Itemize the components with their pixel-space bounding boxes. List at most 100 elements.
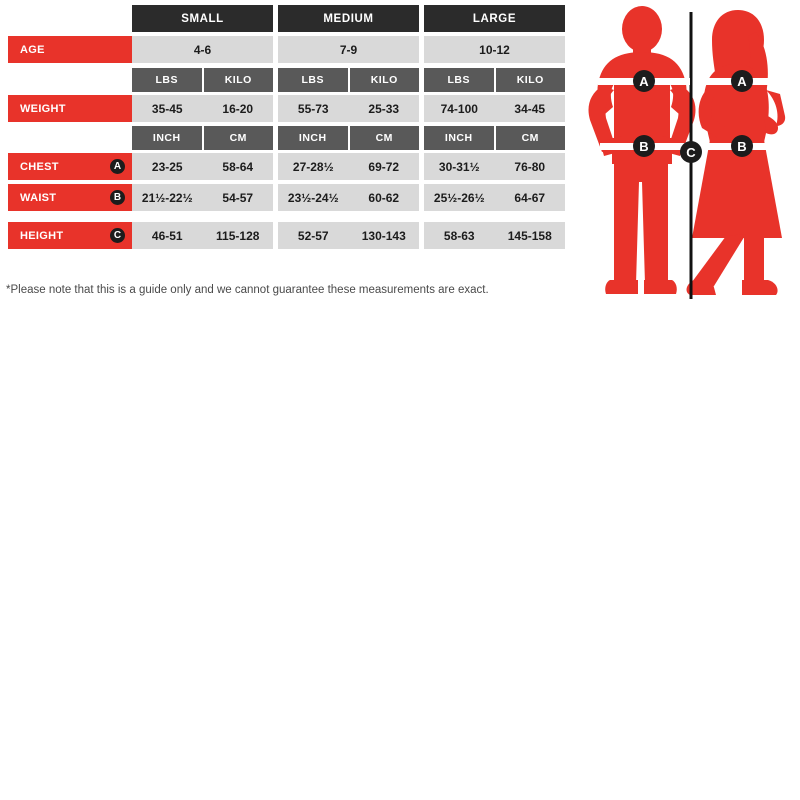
row-label-waist: WAIST bbox=[20, 191, 57, 204]
size-units-group-large: INCH CM bbox=[424, 126, 565, 150]
table-row-waist: WAIST B 21½-22½ 54-57 23½-24½ 60-62 25½-… bbox=[0, 184, 580, 211]
weight-unit-large-kilo: KILO bbox=[493, 68, 566, 92]
row-label-bar-height: HEIGHT C bbox=[8, 222, 132, 249]
waist-value-medium-cm: 60-62 bbox=[368, 190, 400, 205]
weight-value-small-kilo: 16-20 bbox=[222, 101, 254, 116]
size-group-small: SMALL bbox=[132, 5, 273, 32]
size-group-large: LARGE bbox=[424, 5, 565, 32]
measurement-figures-illustration: A B A B C bbox=[586, 2, 796, 307]
svg-text:C: C bbox=[686, 145, 696, 160]
girl-chest-marker-a-icon: A bbox=[731, 70, 753, 92]
size-unit-medium-cm: CM bbox=[347, 126, 420, 150]
age-value-large: 10-12 bbox=[479, 42, 510, 57]
marker-badge-c-icon: C bbox=[110, 228, 125, 243]
weight-value-medium-lbs: 55-73 bbox=[297, 101, 329, 116]
row-label-bar-weight: WEIGHT bbox=[8, 95, 132, 122]
weight-units-group-large: LBS KILO bbox=[424, 68, 565, 92]
row-label-bar-chest: CHEST A bbox=[8, 153, 132, 180]
waist-value-large-inch: 25½-26½ bbox=[433, 190, 485, 205]
svg-text:B: B bbox=[737, 139, 746, 154]
table-row-weight-units: LBS KILO LBS KILO LBS KILO bbox=[0, 68, 580, 92]
size-unit-large-cm: CM bbox=[493, 126, 566, 150]
height-group-medium: 52-57 130-143 bbox=[278, 222, 419, 249]
row-label-age: AGE bbox=[20, 43, 45, 56]
height-group-large: 58-63 145-158 bbox=[424, 222, 565, 249]
svg-text:B: B bbox=[639, 139, 648, 154]
table-row-chest: CHEST A 23-25 58-64 27-28½ 69-72 30-31½ … bbox=[0, 153, 580, 180]
size-units-group-small: INCH CM bbox=[132, 126, 273, 150]
table-row-age: AGE 4-6 7-9 10-12 bbox=[0, 36, 580, 63]
boy-chest-marker-a-icon: A bbox=[633, 70, 655, 92]
label-cell-empty bbox=[0, 68, 132, 92]
chest-value-medium-inch: 27-28½ bbox=[292, 159, 334, 174]
weight-value-large-lbs: 74-100 bbox=[440, 101, 478, 116]
chest-value-small-cm: 58-64 bbox=[222, 159, 254, 174]
weight-value-medium-kilo: 25-33 bbox=[368, 101, 400, 116]
label-cell-height: HEIGHT C bbox=[0, 222, 132, 249]
label-cell-empty bbox=[0, 126, 132, 150]
boy-waist-marker-b-icon: B bbox=[633, 135, 655, 157]
label-cell-age: AGE bbox=[0, 36, 132, 63]
height-value-medium-inch: 52-57 bbox=[297, 228, 329, 243]
height-value-large-cm: 145-158 bbox=[507, 228, 552, 243]
size-unit-medium-inch: INCH bbox=[298, 132, 327, 144]
label-cell-weight: WEIGHT bbox=[0, 95, 132, 122]
row-label-bar-age: AGE bbox=[8, 36, 132, 63]
table-row-size-headers: SMALL MEDIUM LARGE bbox=[0, 5, 580, 32]
row-label-bar-waist: WAIST B bbox=[8, 184, 132, 211]
weight-units-group-small: LBS KILO bbox=[132, 68, 273, 92]
label-cell-chest: CHEST A bbox=[0, 153, 132, 180]
waist-group-small: 21½-22½ 54-57 bbox=[132, 184, 273, 211]
chest-value-medium-cm: 69-72 bbox=[368, 159, 400, 174]
age-value-medium: 7-9 bbox=[339, 42, 358, 57]
waist-value-large-cm: 64-67 bbox=[514, 190, 546, 205]
chest-group-large: 30-31½ 76-80 bbox=[424, 153, 565, 180]
chest-group-medium: 27-28½ 69-72 bbox=[278, 153, 419, 180]
waist-value-small-inch: 21½-22½ bbox=[141, 190, 193, 205]
height-value-large-inch: 58-63 bbox=[443, 228, 475, 243]
weight-unit-large-lbs: LBS bbox=[447, 74, 470, 86]
height-value-small-cm: 115-128 bbox=[216, 228, 260, 243]
row-label-chest: CHEST bbox=[20, 160, 59, 173]
row-label-weight: WEIGHT bbox=[20, 102, 66, 115]
chest-group-small: 23-25 58-64 bbox=[132, 153, 273, 180]
label-cell-waist: WAIST B bbox=[0, 184, 132, 211]
weight-group-small: 35-45 16-20 bbox=[132, 95, 273, 122]
svg-text:A: A bbox=[639, 74, 649, 89]
weight-group-medium: 55-73 25-33 bbox=[278, 95, 419, 122]
weight-group-large: 74-100 34-45 bbox=[424, 95, 565, 122]
height-value-medium-cm: 130-143 bbox=[361, 228, 406, 243]
table-row-height: HEIGHT C 46-51 115-128 52-57 130-143 58-… bbox=[0, 222, 580, 249]
size-group-medium: MEDIUM bbox=[278, 5, 419, 32]
age-value-small: 4-6 bbox=[193, 42, 212, 57]
height-value-small-inch: 46-51 bbox=[151, 228, 183, 243]
waist-group-medium: 23½-24½ 60-62 bbox=[278, 184, 419, 211]
chest-value-small-inch: 23-25 bbox=[151, 159, 183, 174]
size-header-medium: MEDIUM bbox=[323, 12, 374, 25]
size-units-group-medium: INCH CM bbox=[278, 126, 419, 150]
age-group-large: 10-12 bbox=[424, 36, 565, 63]
girl-waist-marker-b-icon: B bbox=[731, 135, 753, 157]
age-group-small: 4-6 bbox=[132, 36, 273, 63]
weight-unit-medium-kilo: KILO bbox=[347, 68, 420, 92]
size-header-large: LARGE bbox=[472, 12, 517, 25]
waist-group-large: 25½-26½ 64-67 bbox=[424, 184, 565, 211]
weight-unit-small-lbs: LBS bbox=[155, 74, 178, 86]
boy-figure-icon bbox=[588, 6, 696, 294]
size-unit-small-cm: CM bbox=[201, 126, 274, 150]
weight-units-group-medium: LBS KILO bbox=[278, 68, 419, 92]
size-chart-table: SMALL MEDIUM LARGE AGE 4-6 7-9 10-12 bbox=[0, 0, 580, 260]
label-cell-empty bbox=[0, 5, 132, 32]
size-unit-large-inch: INCH bbox=[444, 132, 473, 144]
weight-value-large-kilo: 34-45 bbox=[514, 101, 546, 116]
row-label-height: HEIGHT bbox=[20, 229, 64, 242]
height-marker-c-icon: C bbox=[680, 141, 702, 163]
disclaimer-footnote: *Please note that this is a guide only a… bbox=[6, 284, 489, 296]
size-unit-small-inch: INCH bbox=[152, 132, 181, 144]
chest-value-large-cm: 76-80 bbox=[514, 159, 546, 174]
waist-value-medium-inch: 23½-24½ bbox=[287, 190, 339, 205]
weight-value-small-lbs: 35-45 bbox=[151, 101, 183, 116]
weight-unit-medium-lbs: LBS bbox=[301, 74, 324, 86]
age-group-medium: 7-9 bbox=[278, 36, 419, 63]
weight-unit-small-kilo: KILO bbox=[201, 68, 274, 92]
